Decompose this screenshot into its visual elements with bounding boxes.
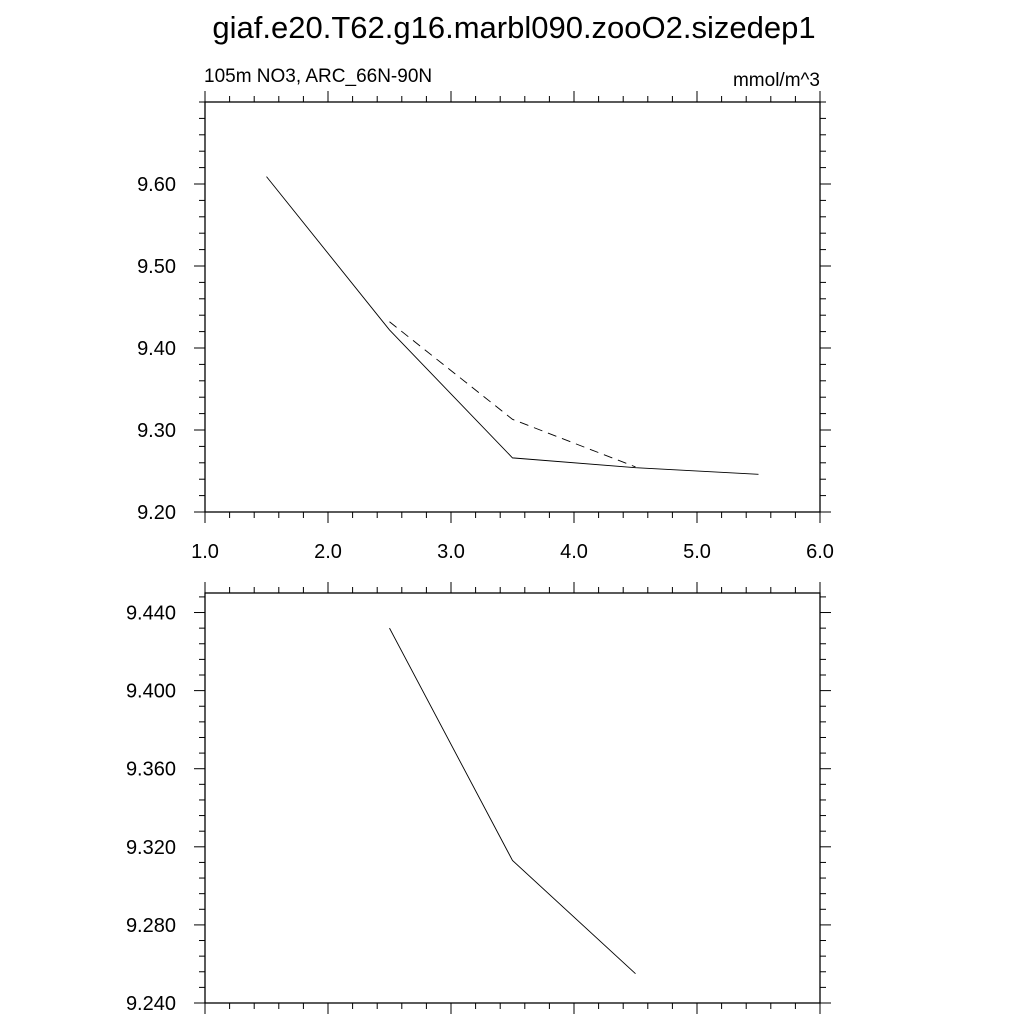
y-tick-label: 9.320: [126, 837, 176, 859]
y-tick-label: 9.280: [126, 915, 176, 937]
top-panel-units-label: mmol/m^3: [733, 70, 820, 91]
y-tick-label: 9.20: [137, 502, 176, 524]
y-tick-label: 9.60: [137, 174, 176, 196]
top-panel-left-label: 105m NO3, ARC_66N-90N: [204, 66, 432, 87]
figure-title: giaf.e20.T62.g16.marbl090.zooO2.sizedep1: [212, 10, 815, 45]
x-tick-label: 1.0: [191, 541, 219, 563]
y-tick-label: 9.440: [126, 603, 176, 625]
series-line-dashed: [389, 321, 636, 468]
bottom-panel-frame: [204, 592, 821, 1004]
y-tick-label: 9.400: [126, 681, 176, 703]
x-tick-label: 2.0: [314, 541, 342, 563]
x-tick-label: 4.0: [560, 541, 588, 563]
series-line-solid: [389, 627, 636, 975]
series-line-solid: [266, 176, 759, 475]
y-tick-label: 9.50: [137, 256, 176, 278]
bottom-panel-series: [389, 627, 636, 975]
x-tick-label: 3.0: [437, 541, 465, 563]
bottom-panel: 9.240 9.280 9.320 9.360 9.400 9.440: [126, 582, 831, 1015]
bottom-panel-ticks: 9.240 9.280 9.320 9.360 9.400 9.440: [126, 582, 831, 1015]
y-tick-label: 9.360: [126, 759, 176, 781]
top-panel: 105m NO3, ARC_66N-90N mmol/m^3 1.0 2.0 3.0…: [137, 66, 834, 563]
top-panel-frame: [204, 101, 821, 513]
top-panel-series: [266, 176, 759, 475]
x-tick-label: 5.0: [683, 541, 711, 563]
y-tick-label: 9.40: [137, 338, 176, 360]
x-tick-label: 6.0: [806, 541, 834, 563]
y-tick-label: 9.30: [137, 420, 176, 442]
y-tick-label: 9.240: [126, 993, 176, 1015]
top-panel-ticks: 1.0 2.0 3.0 4.0 5.0 6.0 9.20 9.30 9.40 9.50 9.60: [137, 91, 834, 563]
